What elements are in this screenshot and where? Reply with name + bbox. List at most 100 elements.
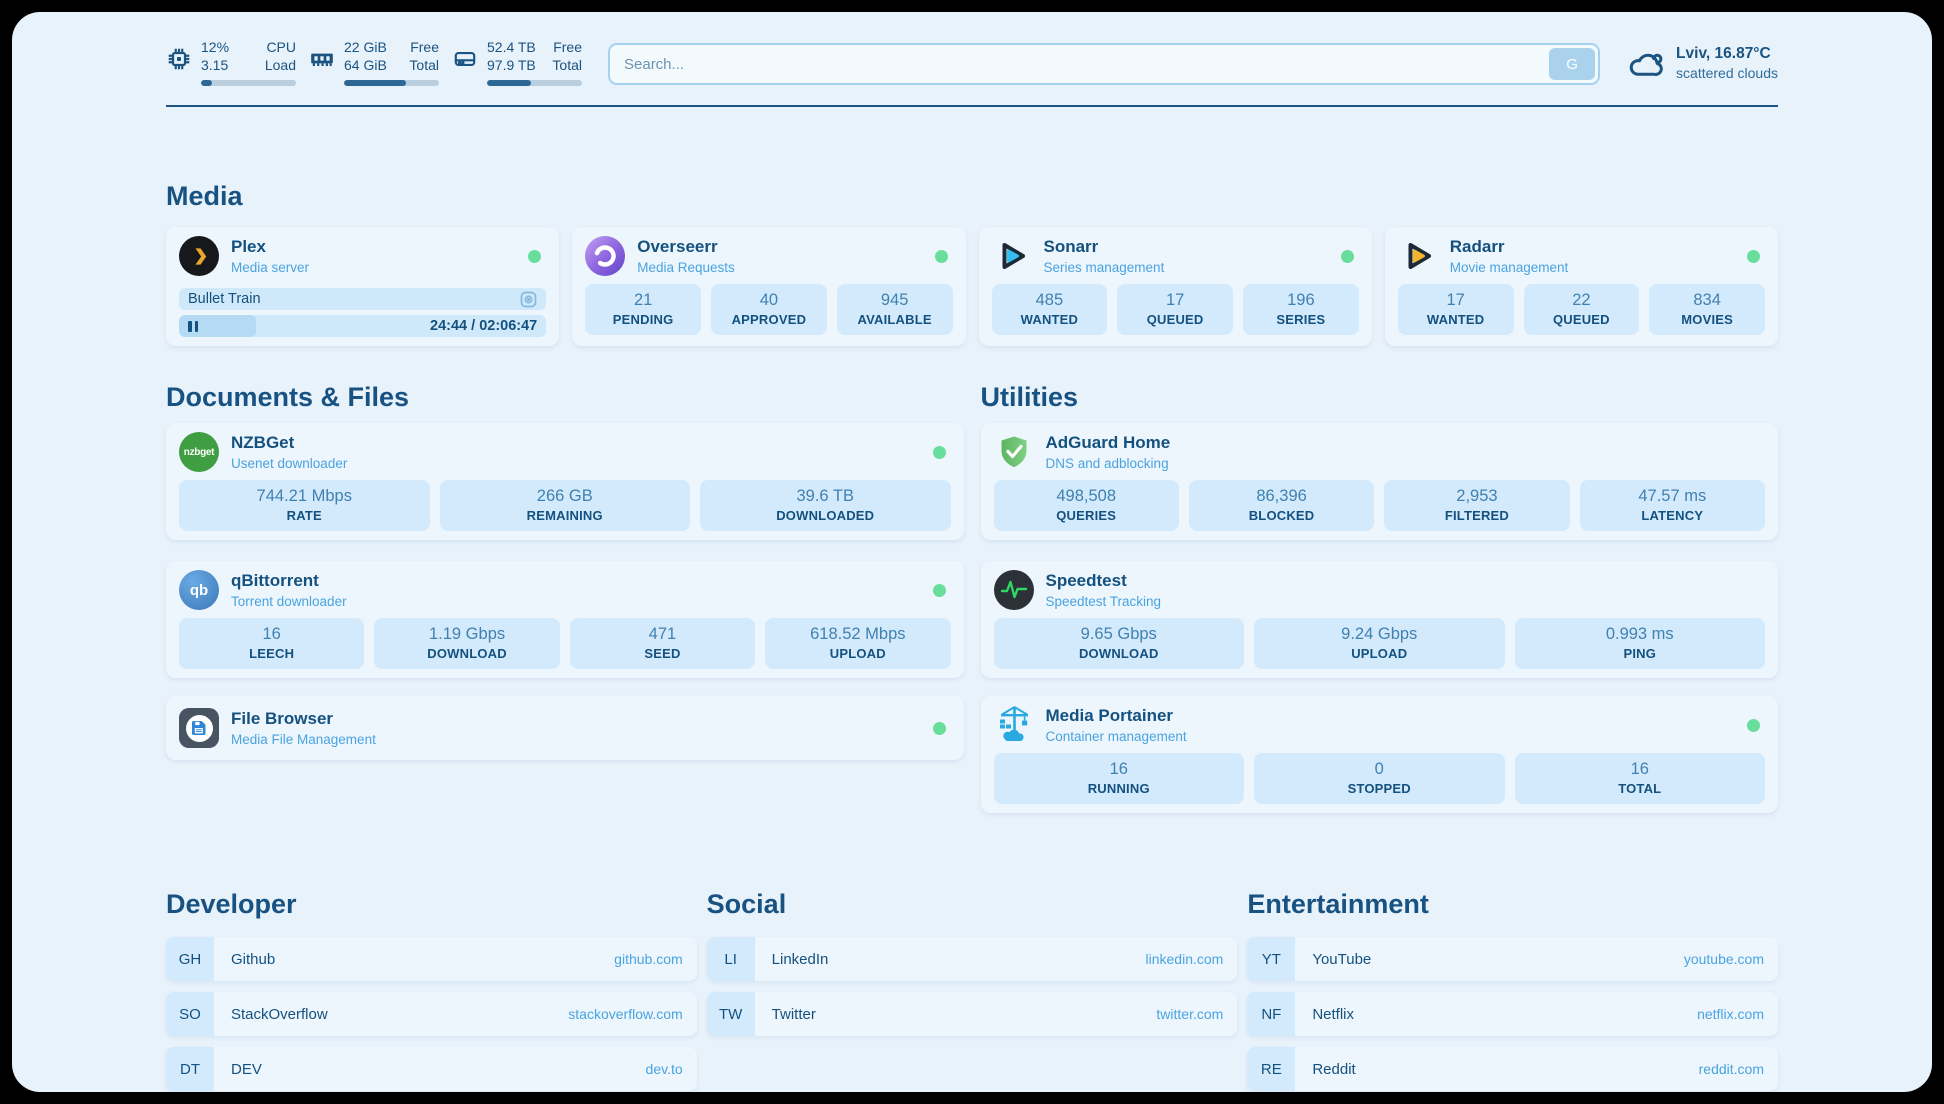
disk-label-1: Free — [553, 39, 582, 55]
disk-total: 97.9 TB — [487, 57, 536, 73]
bookmark-abbr: YT — [1247, 937, 1296, 981]
dashboard-page: 12% 3.15 CPU Load — [12, 12, 1932, 1092]
stat-box: 16 LEECH — [179, 618, 365, 669]
memory-label-2: Total — [409, 57, 439, 73]
bookmark-url: netflix.com — [1697, 1006, 1764, 1022]
app-name: NZBGet — [231, 432, 295, 452]
cpu-load: 3.15 — [201, 57, 229, 73]
qbittorrent-card[interactable]: qb qBittorrent Torrent downloader 16 LEEC… — [166, 561, 964, 678]
memory-total: 64 GiB — [344, 57, 387, 73]
app-name: qBittorrent — [231, 570, 319, 590]
app-name: AdGuard Home — [1045, 432, 1171, 452]
weather-condition: scattered clouds — [1676, 65, 1778, 81]
bookmark-name: YouTube — [1312, 950, 1372, 968]
now-playing-title: Bullet Train — [188, 291, 261, 307]
overseerr-card[interactable]: Overseerr Media Requests 21 PENDING 40 APP… — [572, 227, 966, 346]
bookmarks-entertainment: Entertainment YT YouTube youtube.com NF … — [1247, 889, 1778, 1092]
portainer-card[interactable]: Media Portainer Container management 16 R… — [980, 696, 1778, 813]
section-documents: Documents & Files nzbget NZBGet Usenet d… — [166, 382, 964, 813]
app-name: Overseerr — [637, 236, 718, 256]
bookmark-abbr: LI — [706, 937, 755, 981]
disk-label-2: Total — [552, 57, 582, 73]
stat-box: 0.993 ms PING — [1514, 618, 1765, 669]
stat-box: 16 RUNNING — [993, 753, 1244, 804]
bookmark-twitter[interactable]: TW Twitter twitter.com — [706, 992, 1238, 1036]
pause-icon — [188, 320, 198, 332]
search-input[interactable] — [610, 55, 1547, 73]
bookmark-name: Reddit — [1312, 1060, 1356, 1078]
bookmark-stackoverflow[interactable]: SO StackOverflow stackoverflow.com — [166, 992, 697, 1036]
bookmark-abbr: SO — [166, 992, 214, 1036]
radarr-card[interactable]: Radarr Movie management 17 WANTED 22 QUEUE… — [1384, 227, 1778, 346]
cpu-widget: 12% 3.15 CPU Load — [166, 38, 296, 86]
memory-icon — [311, 53, 333, 67]
stat-box: 2,953 FILTERED — [1384, 480, 1570, 531]
app-description: Usenet downloader — [231, 455, 348, 471]
app-name: File Browser — [231, 708, 334, 728]
bookmark-youtube[interactable]: YT YouTube youtube.com — [1247, 937, 1778, 981]
section-media: Media Plex Media server Bullet — [166, 181, 1778, 346]
app-description: Series management — [1043, 259, 1165, 275]
qbittorrent-icon: qb — [179, 570, 219, 610]
bookmark-dev[interactable]: DT DEV dev.to — [166, 1047, 697, 1091]
stat-box: 21 PENDING — [585, 284, 701, 335]
plex-card[interactable]: Plex Media server Bullet Train — [166, 227, 560, 346]
video-icon — [520, 291, 537, 307]
playback-time: 24:44 / 02:06:47 — [430, 318, 538, 334]
adguard-card[interactable]: AdGuard Home DNS and adblocking 498,508 Q… — [980, 423, 1778, 540]
bookmark-abbr: DT — [166, 1047, 214, 1091]
stat-box: 9.65 Gbps DOWNLOAD — [993, 618, 1244, 669]
playback-progress: 24:44 / 02:06:47 — [179, 315, 547, 337]
app-description: Media server — [231, 259, 310, 275]
bookmark-reddit[interactable]: RE Reddit reddit.com — [1247, 1047, 1778, 1091]
bookmark-abbr: NF — [1247, 992, 1296, 1036]
stat-box: 39.6 TB DOWNLOADED — [700, 480, 951, 531]
stat-box: 9.24 Gbps UPLOAD — [1254, 618, 1505, 669]
app-name: Sonarr — [1043, 236, 1099, 256]
bookmark-name: LinkedIn — [771, 950, 829, 968]
filebrowser-card[interactable]: File Browser Media File Management — [166, 696, 964, 760]
nzbget-icon: nzbget — [179, 432, 219, 472]
bookmark-abbr: RE — [1247, 1047, 1296, 1091]
section-title-documents: Documents & Files — [166, 382, 410, 412]
bookmark-linkedin[interactable]: LI LinkedIn linkedin.com — [706, 937, 1238, 981]
stat-box: 945 AVAILABLE — [836, 284, 953, 335]
bookmarks-title-developer: Developer — [166, 889, 297, 919]
bookmarks-social: Social LI LinkedIn linkedin.com TW Twitt… — [706, 889, 1238, 1092]
app-description: Torrent downloader — [231, 593, 347, 609]
app-name: Media Portainer — [1045, 705, 1174, 725]
app-description: Container management — [1045, 728, 1187, 744]
stat-box: 498,508 QUERIES — [993, 480, 1179, 531]
filebrowser-icon — [179, 708, 219, 748]
now-playing-row: Bullet Train — [179, 288, 547, 310]
stat-box: 47.57 ms LATENCY — [1579, 480, 1765, 531]
section-title-media: Media — [166, 181, 243, 211]
resource-widgets: 12% 3.15 CPU Load — [166, 38, 582, 86]
bookmark-github[interactable]: GH Github github.com — [166, 937, 697, 981]
nzbget-card[interactable]: nzbget NZBGet Usenet downloader 744.21 M… — [166, 423, 964, 540]
portainer-icon — [994, 705, 1034, 745]
bookmark-url: reddit.com — [1698, 1061, 1764, 1077]
stat-box: 471 SEED — [569, 618, 756, 669]
overseerr-icon — [585, 236, 626, 276]
speedtest-card[interactable]: Speedtest Speedtest Tracking 9.65 Gbps DO… — [980, 561, 1778, 678]
bookmark-name: StackOverflow — [231, 1005, 328, 1023]
bookmark-name: Twitter — [771, 1005, 816, 1023]
bookmark-netflix[interactable]: NF Netflix netflix.com — [1247, 992, 1778, 1036]
weather-widget[interactable]: Lviv, 16.87°C scattered clouds — [1627, 44, 1778, 83]
speedtest-icon — [993, 570, 1034, 610]
app-description: Media File Management — [231, 731, 376, 747]
bookmark-name: Github — [231, 950, 276, 968]
stat-box: 1.19 Gbps DOWNLOAD — [374, 618, 560, 669]
sonarr-card[interactable]: Sonarr Series management 485 WANTED 17 QUE… — [978, 227, 1372, 346]
stat-box: 0 STOPPED — [1254, 753, 1505, 804]
cpu-bar — [201, 80, 296, 86]
sonarr-icon — [992, 236, 1032, 276]
bookmarks-title-entertainment: Entertainment — [1247, 889, 1429, 919]
cpu-label-1: CPU — [266, 39, 296, 55]
search-provider-button[interactable]: G — [1549, 48, 1596, 80]
status-dot — [1747, 718, 1760, 732]
cpu-icon — [168, 48, 190, 70]
search-box: G — [608, 43, 1601, 85]
app-description: Movie management — [1449, 259, 1569, 275]
